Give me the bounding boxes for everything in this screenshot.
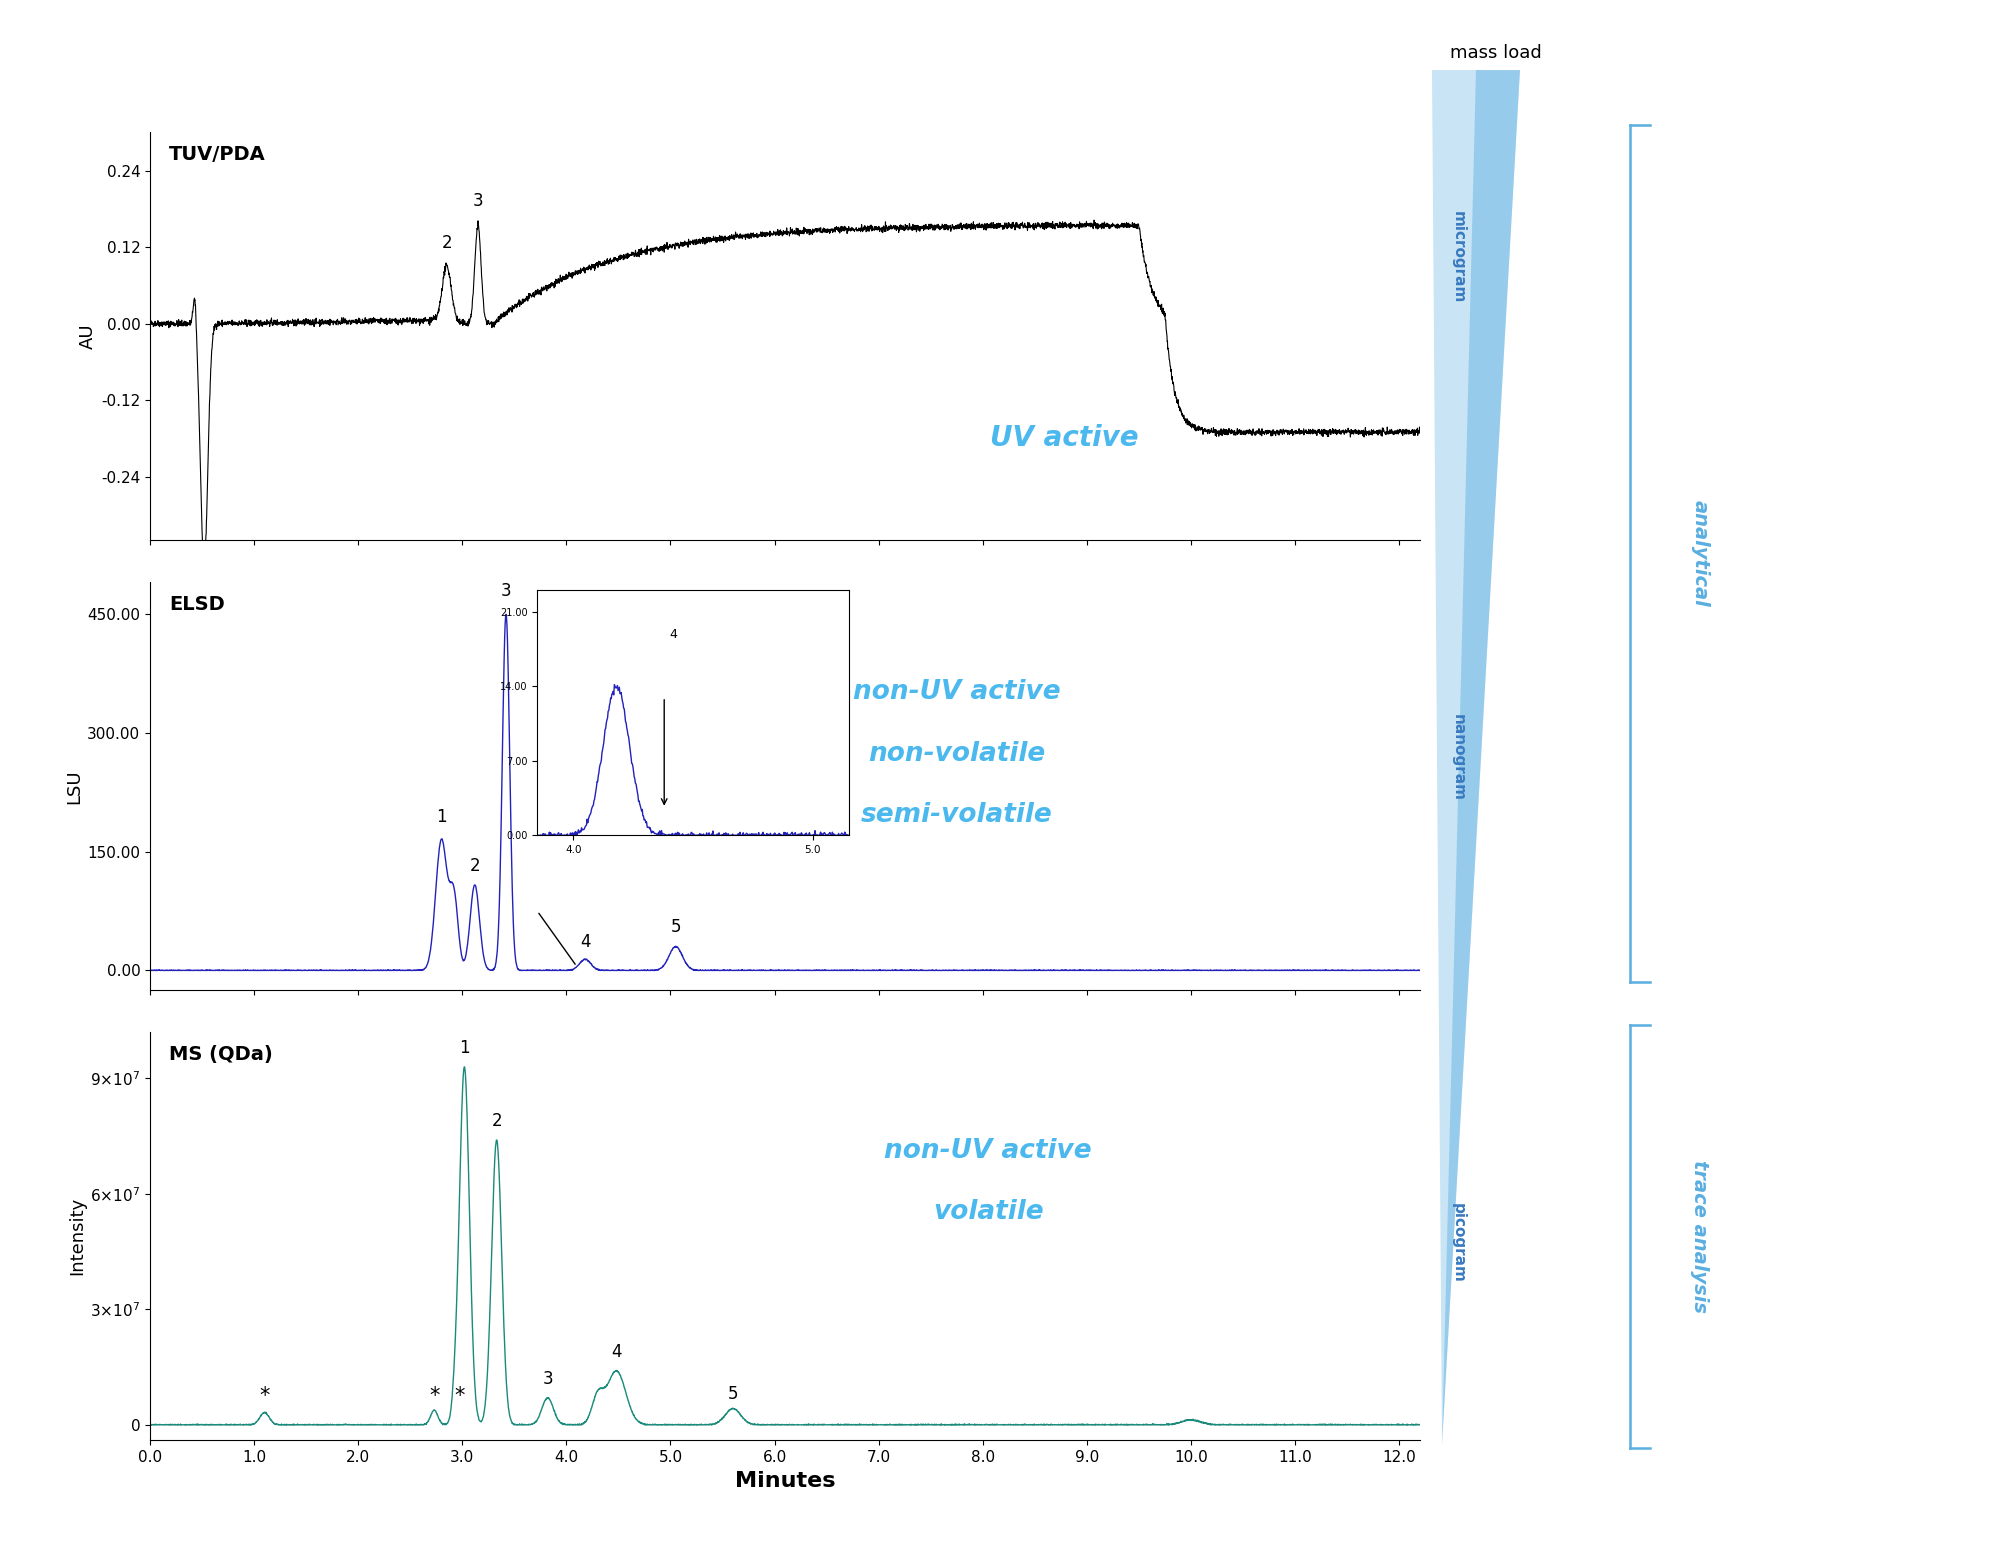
Text: semi-volatile: semi-volatile <box>860 802 1052 828</box>
Text: *: * <box>430 1386 440 1406</box>
Polygon shape <box>1432 70 1520 1445</box>
Text: mass load: mass load <box>1450 44 1542 62</box>
Text: UV active: UV active <box>990 425 1138 452</box>
Text: 1: 1 <box>460 1040 470 1057</box>
Text: TUV/PDA: TUV/PDA <box>170 145 266 163</box>
Text: MS (QDa): MS (QDa) <box>170 1045 272 1063</box>
Text: 1: 1 <box>436 808 446 827</box>
Text: volatile: volatile <box>932 1199 1044 1225</box>
Text: 3: 3 <box>542 1370 552 1389</box>
Text: picogram: picogram <box>1450 1202 1466 1283</box>
Text: analytical: analytical <box>1690 500 1710 607</box>
Text: 4: 4 <box>612 1344 622 1361</box>
X-axis label: Minutes: Minutes <box>734 1470 836 1490</box>
Text: 2: 2 <box>442 234 452 252</box>
Text: non-volatile: non-volatile <box>868 741 1046 766</box>
Text: ELSD: ELSD <box>170 595 224 613</box>
Text: non-UV active: non-UV active <box>884 1138 1092 1163</box>
Text: microgram: microgram <box>1450 210 1466 304</box>
Text: 3: 3 <box>500 582 512 599</box>
Text: non-UV active: non-UV active <box>852 679 1060 705</box>
Y-axis label: Intensity: Intensity <box>68 1197 86 1275</box>
Text: *: * <box>260 1386 270 1406</box>
Text: 2: 2 <box>470 858 480 875</box>
Y-axis label: AU: AU <box>78 324 96 349</box>
Text: *: * <box>454 1386 464 1406</box>
Text: trace analysis: trace analysis <box>1690 1160 1710 1313</box>
Polygon shape <box>1442 70 1520 1445</box>
Text: 3: 3 <box>472 192 484 210</box>
Text: 5: 5 <box>670 917 680 936</box>
Text: 5: 5 <box>728 1384 738 1403</box>
Text: 2: 2 <box>492 1112 502 1130</box>
Text: nanogram: nanogram <box>1450 715 1466 800</box>
Y-axis label: LSU: LSU <box>64 769 82 803</box>
Text: 4: 4 <box>580 934 590 951</box>
